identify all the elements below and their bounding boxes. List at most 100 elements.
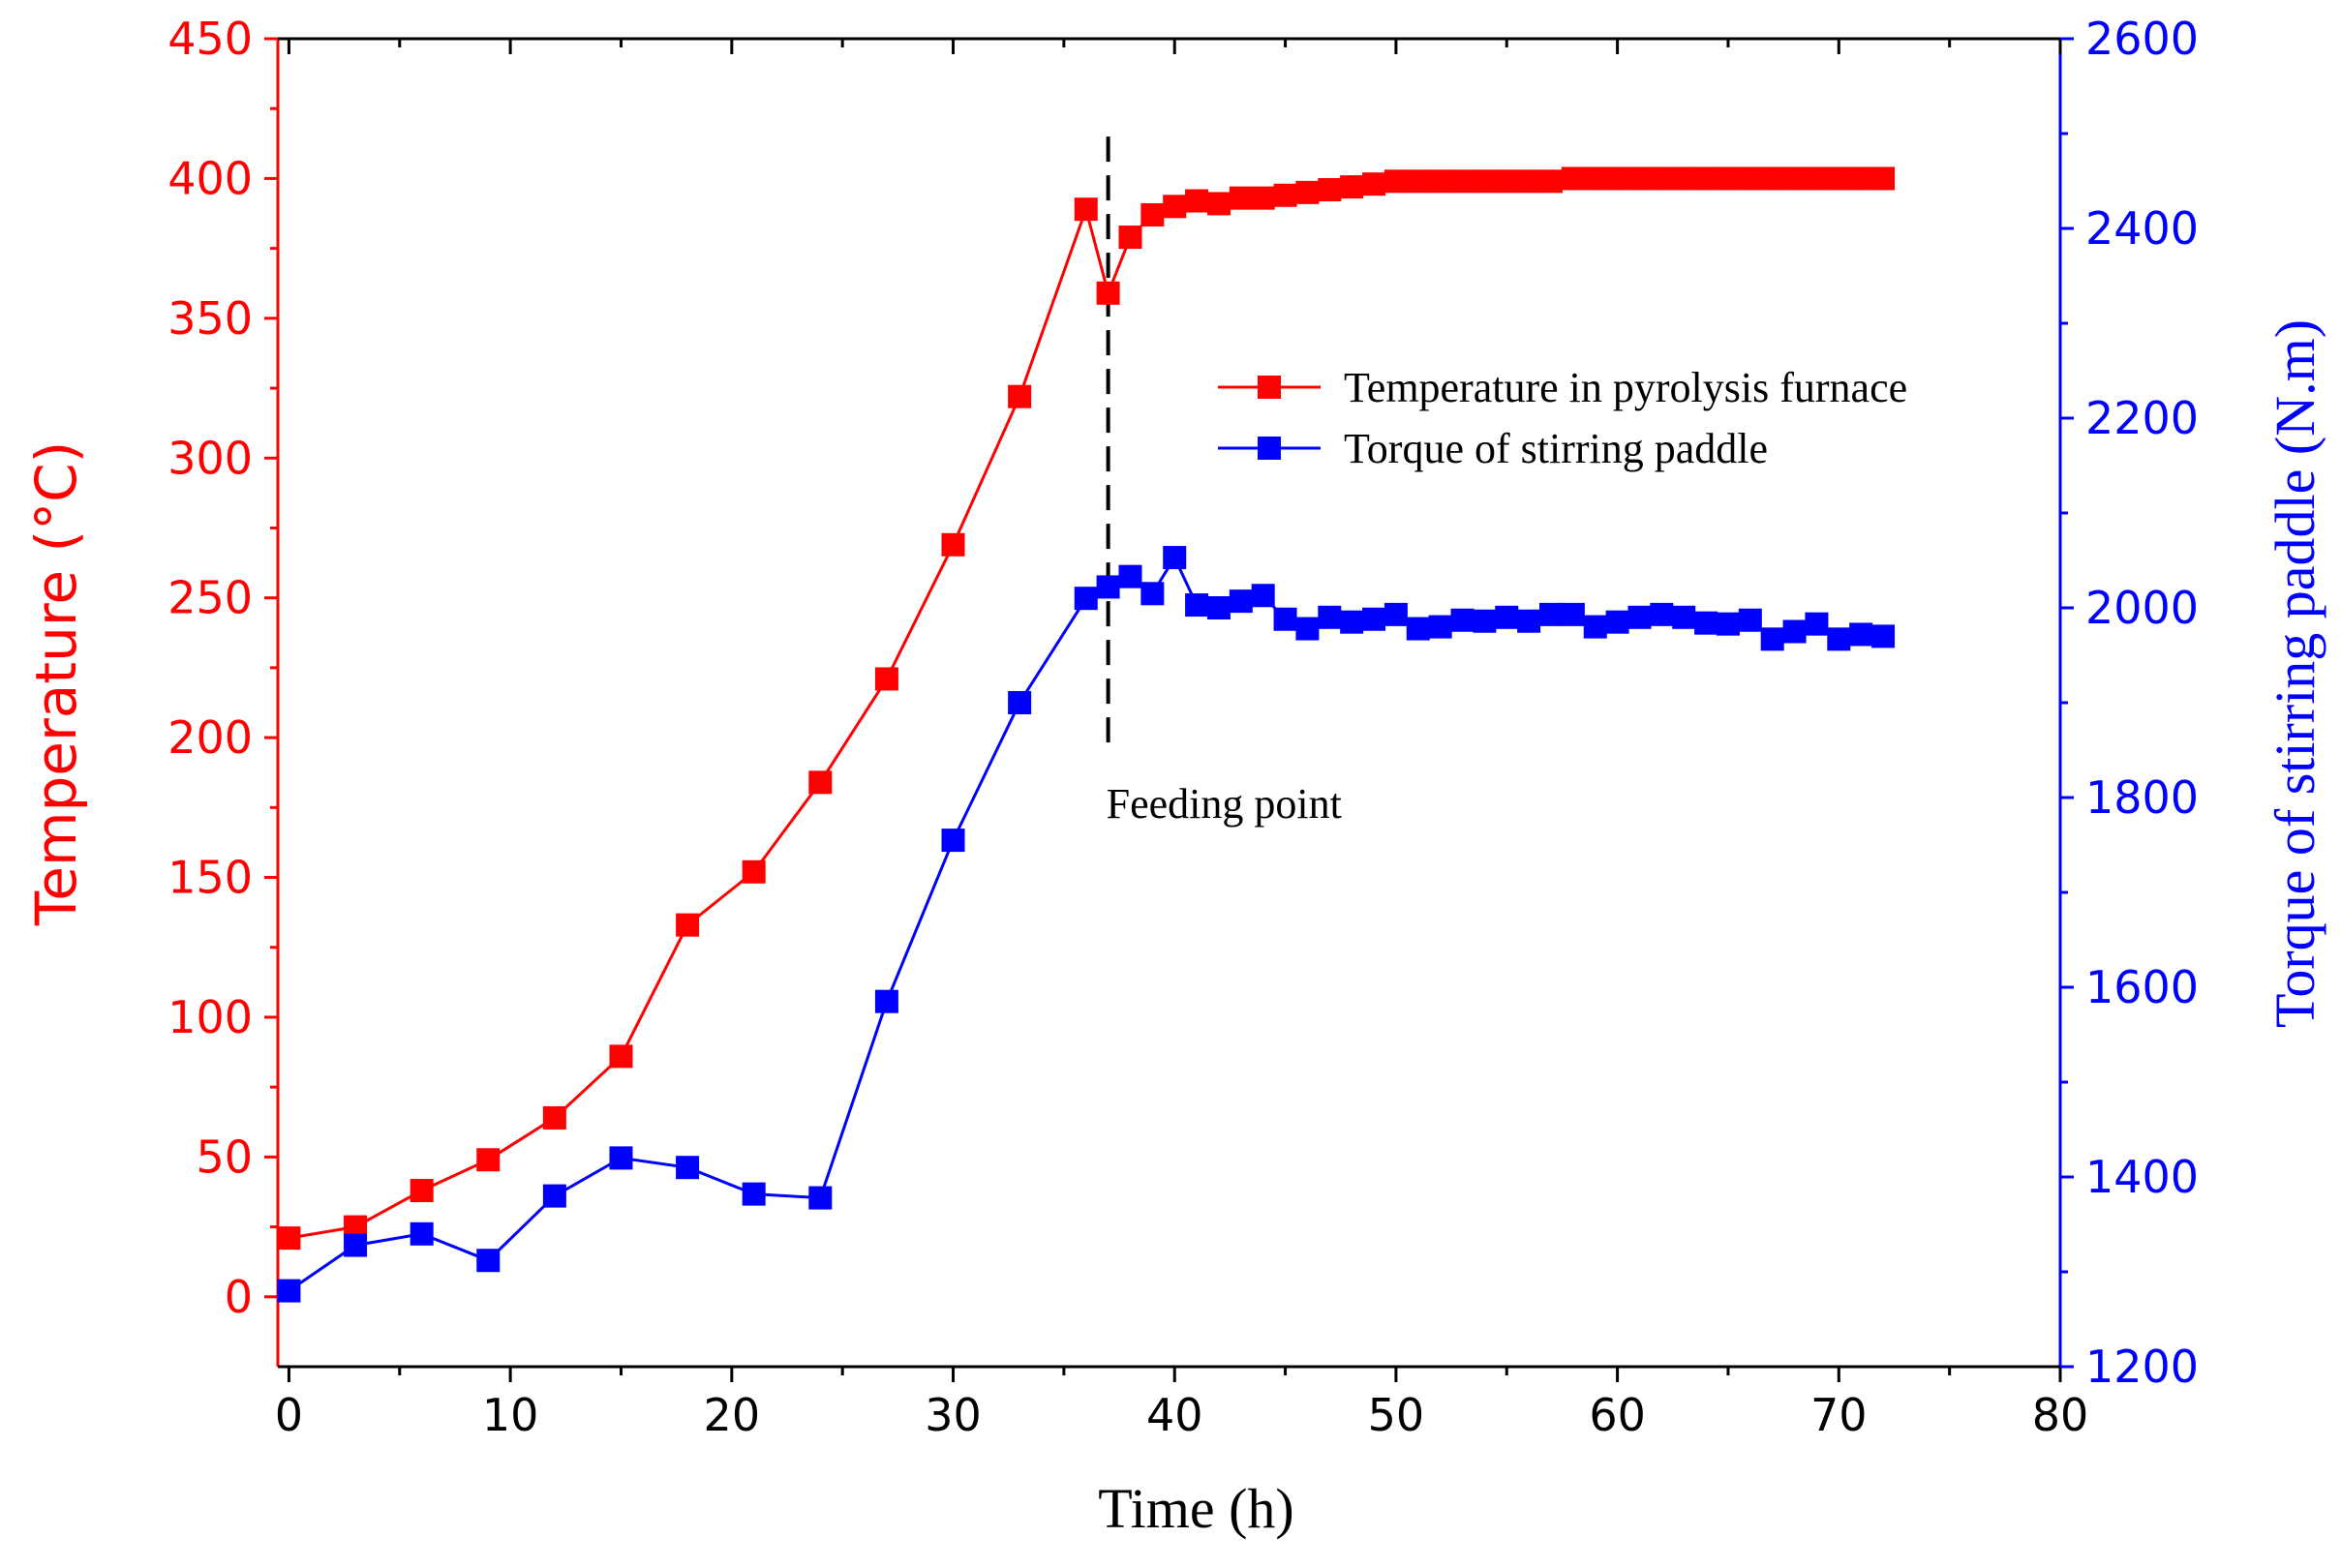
series-0-point [941,532,965,557]
series-0-point [1163,195,1187,219]
series-0-point [1650,166,1674,191]
left-y-axis-ticks: 0 50 100 150 200 250 300 350 400 450 [167,13,278,1323]
series-1-point [1517,609,1541,633]
series-1-point [1340,610,1364,634]
left-y-tick-label: 100 [167,991,253,1043]
series-1-point [1760,627,1784,651]
left-y-tick-label: 400 [167,152,253,204]
series-0-point [1383,169,1408,194]
series-0-point [1849,166,1873,191]
series-0-point [1672,166,1696,191]
left-y-tick-label: 300 [167,432,253,484]
right-y-tick-label: 1600 [2085,961,2199,1013]
x-tick-label: 70 [1810,1389,1868,1441]
series-1-point [874,989,898,1013]
x-tick-label: 0 [275,1389,303,1441]
series-0-point [1229,186,1253,210]
left-y-tick-label: 250 [167,572,253,624]
series-0-point [476,1148,501,1172]
x-tick-label: 10 [482,1389,539,1441]
series-1-point [1406,617,1430,641]
series-1-point [1539,602,1563,626]
series-1-point [1738,608,1762,632]
series-0-point [1694,166,1718,191]
series-0-point [1318,177,1342,201]
series-0-point [542,1105,566,1130]
series-0-point [1760,166,1784,191]
series-1-point [1251,584,1275,608]
right-y-tick-label: 2200 [2085,392,2199,444]
series-1-point [1318,605,1342,629]
series-1-point [344,1233,368,1257]
series-0-point [1185,189,1209,213]
series-0-point [1206,192,1231,216]
right-y-tick-label: 1200 [2085,1341,2199,1393]
right-y-tick-label: 2600 [2085,13,2199,65]
series-0-point [1340,175,1364,199]
series-1-point [1273,607,1297,631]
series-1-point [1008,691,1032,714]
series-1-point [1428,615,1452,639]
series-1-point [742,1182,766,1206]
series-1-point [1450,608,1475,632]
series-1-point [1583,615,1607,639]
series-0-point [676,913,700,937]
series-1-point [1229,589,1253,614]
series-1-point [410,1221,434,1246]
series-0-point [1428,169,1452,194]
right-y-tick-label: 1400 [2085,1151,2199,1203]
series-0-point [874,667,898,691]
series-0-point [1738,166,1762,191]
series-1-point [1694,611,1718,635]
left-y-tick-label: 350 [167,292,253,345]
legend-label-temperature: Temperature in pyrolysis furnace [1344,364,1907,411]
series-1-point [476,1249,501,1273]
x-tick-label: 40 [1146,1389,1203,1441]
series-0-point [1583,166,1607,191]
series-1-point [609,1146,633,1170]
series-1-point [1163,546,1187,570]
legend-marker-temperature [1258,376,1281,399]
legend-marker-torque [1258,437,1281,460]
series-1-point [1140,582,1165,606]
series-0-point [1295,180,1320,204]
x-axis-label: Time (h) [1098,1477,1294,1540]
series-0-point [1473,169,1497,194]
series-0-point [1782,166,1807,191]
series-1-point [1871,624,1896,648]
x-tick-label: 60 [1589,1389,1646,1441]
right-y-tick-label: 1800 [2085,771,2199,824]
series-0-point [609,1044,633,1069]
series-1-point [808,1186,833,1210]
series-0-point [1450,169,1475,194]
series-0-point [1074,197,1098,222]
left-y-axis-label: Temperature (°C) [23,441,89,927]
series-0-point [1140,202,1165,226]
series-1-point [1473,609,1497,633]
left-y-tick-label: 200 [167,711,253,764]
left-y-tick-label: 150 [167,852,253,904]
series-0-point [1539,169,1563,194]
series-0-point [1517,169,1541,194]
series-1-point [676,1156,700,1180]
series-1-point [1650,602,1674,626]
series-0-point [1406,169,1430,194]
legend-label-torque: Torque of stirring paddle [1344,425,1768,472]
series-1-point [1383,602,1408,626]
x-axis-ticks: 0 10 20 30 40 50 60 70 80 [275,39,2088,1441]
series-1-point [1672,605,1696,629]
series-0-point [1495,169,1519,194]
series-0-point [808,770,833,795]
series-0-point [1627,166,1652,191]
series-1-point [1605,610,1629,634]
series-1-point [1716,612,1740,636]
x-tick-label: 50 [1368,1389,1425,1441]
right-y-tick-label: 2000 [2085,582,2199,634]
series-1-point [1295,617,1320,641]
legend: Temperature in pyrolysis furnace Torque … [1218,364,1907,472]
series-1-point [1118,564,1142,588]
series-0-point [1251,186,1275,210]
series-0-point [1871,166,1896,191]
series-0-point [410,1179,434,1203]
series-0-point [1096,281,1120,305]
